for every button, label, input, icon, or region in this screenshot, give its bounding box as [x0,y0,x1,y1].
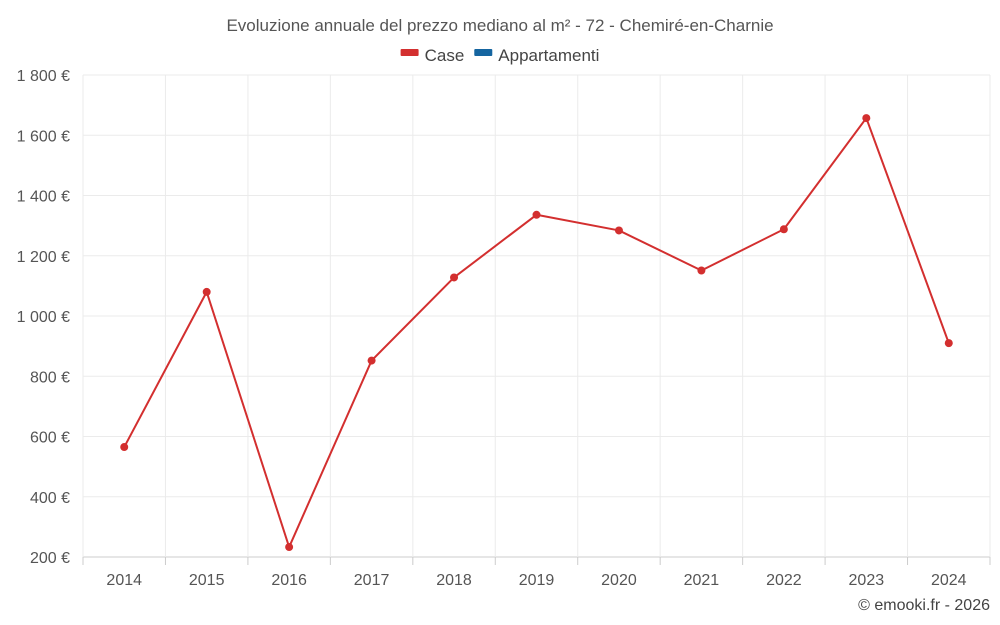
x-axis-ticks: 2014 2015 2016 2017 2018 2019 2020 2021 2022 2023… [106,572,966,589]
y-tick-label: 1 000 € [17,309,70,326]
y-tick-label: 600 € [30,430,70,447]
y-tick-label: 1 800 € [17,68,70,85]
legend-swatch [400,49,419,56]
x-tick-label: 2019 [519,572,555,589]
data-point[interactable] [697,266,706,275]
data-point[interactable] [532,210,541,219]
x-tick-label: 2023 [849,572,885,589]
y-tick-label: 400 € [30,490,70,507]
grid [82,74,991,565]
x-tick-label: 2022 [766,572,802,589]
x-tick-label: 2014 [106,572,142,589]
y-tick-label: 200 € [30,550,70,567]
series-points [120,114,953,552]
x-tick-label: 2018 [436,572,472,589]
data-point[interactable] [202,287,211,296]
legend-swatch [474,49,493,56]
data-point[interactable] [285,543,294,552]
data-point[interactable] [120,443,129,452]
data-point[interactable] [862,114,871,123]
x-tick-label: 2021 [684,572,720,589]
x-tick-label: 2016 [271,572,307,589]
y-tick-label: 1 200 € [17,249,70,266]
legend-item-case[interactable]: Case [400,46,465,65]
legend-label: Appartamenti [498,46,599,65]
x-tick-label: 2020 [601,572,637,589]
y-axis-ticks: 200 € 400 € 600 € 800 € 1 000 € 1 200 € 1 400 … [17,68,70,567]
legend-item-appartamenti[interactable]: Appartamenti [474,46,599,65]
data-point[interactable] [450,273,459,282]
data-point[interactable] [779,225,788,234]
x-tick-label: 2015 [189,572,225,589]
chart-title: Evoluzione annuale del prezzo mediano al… [226,16,773,35]
legend-label: Case [425,46,465,65]
data-point[interactable] [614,226,623,235]
y-tick-label: 1 600 € [17,128,70,145]
x-tick-label: 2017 [354,572,390,589]
credit-text: © emooki.fr - 2026 [858,597,990,614]
data-point[interactable] [944,339,953,348]
y-tick-label: 1 400 € [17,189,70,206]
y-tick-label: 800 € [30,369,70,386]
data-point[interactable] [367,356,376,365]
legend[interactable]: Case Appartamenti [400,46,600,65]
x-tick-label: 2024 [931,572,967,589]
